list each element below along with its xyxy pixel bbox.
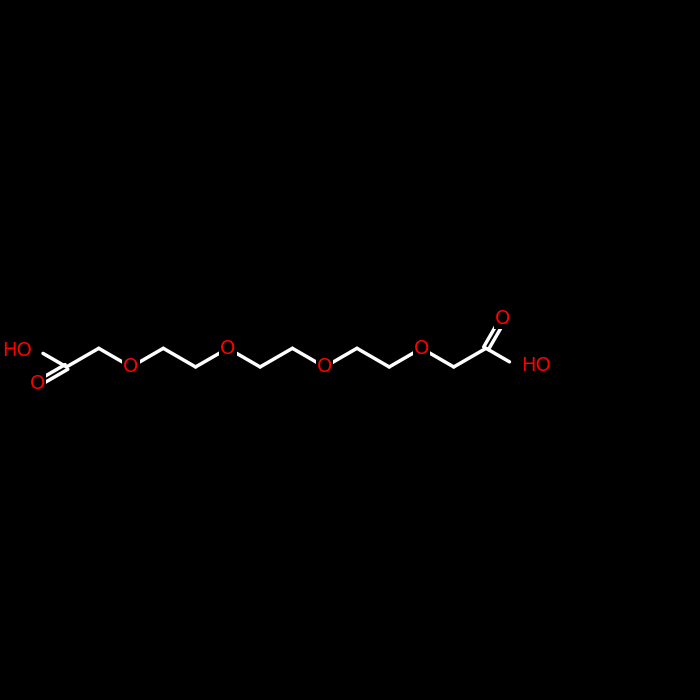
Text: HO: HO: [2, 340, 32, 360]
Text: O: O: [317, 358, 332, 377]
Text: O: O: [414, 339, 429, 358]
Text: O: O: [29, 374, 45, 393]
Text: O: O: [496, 309, 511, 328]
Text: HO: HO: [521, 356, 551, 375]
Text: O: O: [220, 339, 235, 358]
Text: O: O: [123, 358, 139, 377]
